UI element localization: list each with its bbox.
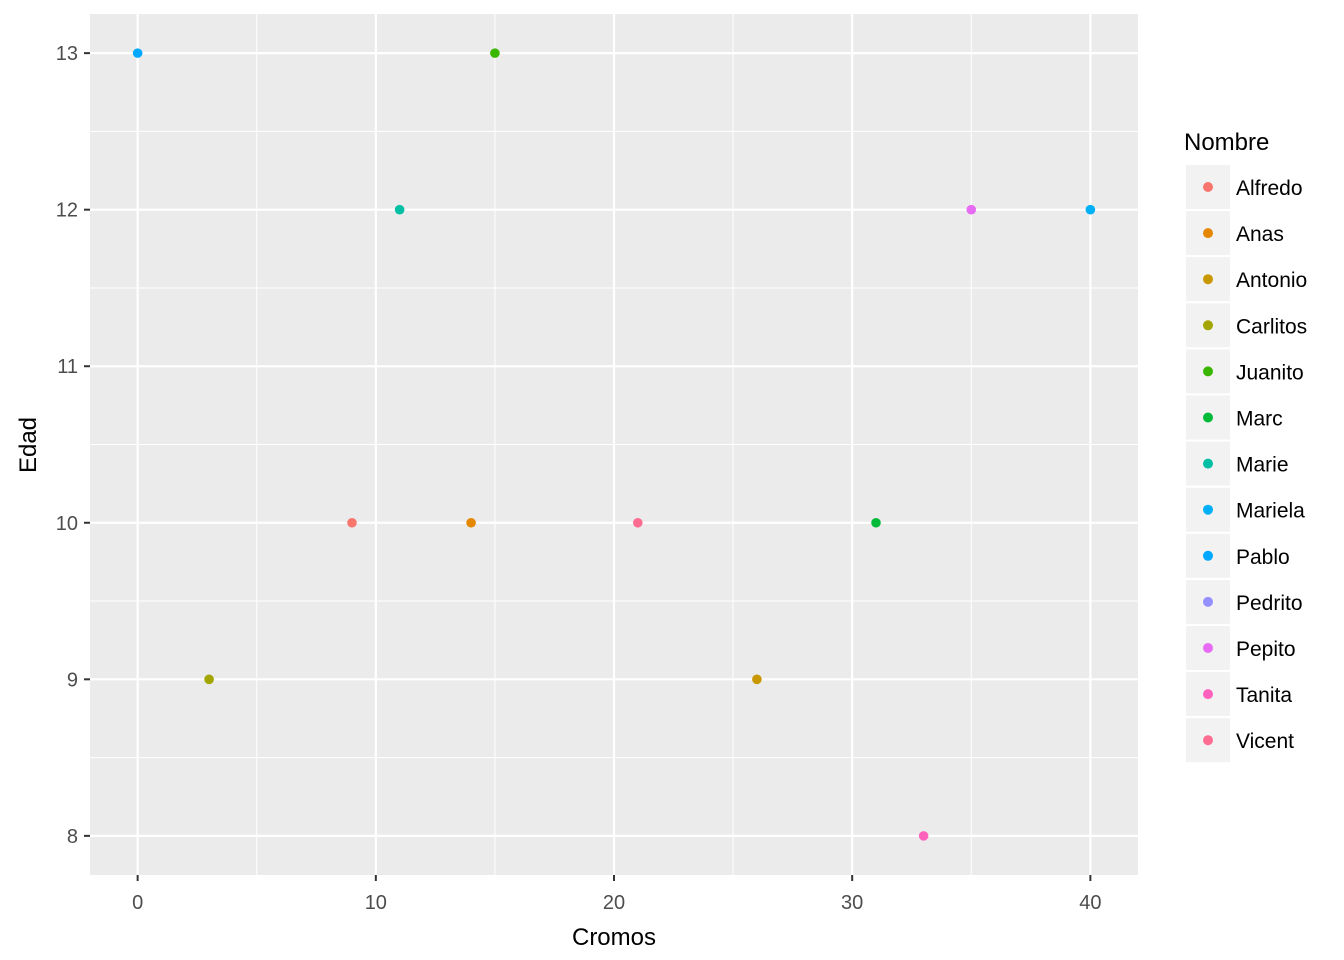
- legend-label-pedrito: Pedrito: [1236, 592, 1303, 615]
- y-tick-label: 13: [56, 43, 78, 65]
- legend-marker-tanita: [1203, 689, 1213, 700]
- legend-label-pepito: Pepito: [1236, 638, 1296, 661]
- x-axis-title: Cromos: [572, 924, 656, 951]
- legend-marker-marc: [1203, 412, 1213, 423]
- data-point-pablo: [132, 48, 143, 58]
- data-points: [132, 48, 1096, 841]
- y-axis: 8 9 10 11 12 13: [56, 43, 90, 848]
- y-axis-title: Edad: [15, 417, 42, 473]
- data-point-antonio: [752, 674, 762, 685]
- legend: Nombre Alfredo Anas Antonio Carlitos Juanito…: [1184, 129, 1307, 763]
- x-tick-label: 10: [365, 892, 387, 914]
- legend-title: Nombre: [1184, 129, 1269, 156]
- legend-marker-juanito: [1203, 366, 1213, 377]
- y-tick-label: 9: [67, 669, 78, 691]
- x-tick-label: 0: [132, 892, 143, 914]
- y-tick-label: 10: [56, 513, 78, 535]
- legend-marker-pedrito: [1203, 596, 1213, 607]
- legend-marker-mariela: [1203, 504, 1213, 515]
- legend-marker-pablo: [1203, 550, 1213, 561]
- legend-marker-pepito: [1203, 643, 1213, 653]
- legend-label-antonio: Antonio: [1236, 269, 1307, 292]
- legend-label-carlitos: Carlitos: [1236, 315, 1307, 338]
- data-point-pepito: [966, 204, 977, 215]
- y-tick-label: 11: [57, 356, 78, 378]
- data-point-vicent: [633, 517, 643, 528]
- data-point-marie: [394, 204, 405, 215]
- legend-marker-antonio: [1203, 274, 1213, 285]
- data-point-mariela: [1085, 204, 1096, 215]
- legend-label-pablo: Pablo: [1236, 546, 1290, 569]
- data-point-tanita: [918, 831, 929, 841]
- legend-label-alfredo: Alfredo: [1236, 177, 1303, 200]
- legend-marker-anas: [1203, 228, 1213, 239]
- legend-marker-alfredo: [1203, 182, 1213, 192]
- data-point-carlitos: [204, 674, 214, 685]
- legend-label-mariela: Mariela: [1236, 500, 1305, 523]
- x-tick-label: 30: [841, 892, 863, 914]
- y-tick-label: 12: [56, 200, 78, 222]
- x-axis: 0 10 20 30 40: [132, 875, 1101, 914]
- data-point-anas: [466, 517, 476, 528]
- data-point-juanito: [490, 48, 500, 58]
- legend-label-vicent: Vicent: [1236, 730, 1294, 753]
- y-tick-label: 8: [67, 826, 78, 848]
- legend-marker-marie: [1203, 458, 1213, 469]
- legend-label-juanito: Juanito: [1236, 361, 1304, 384]
- legend-label-anas: Anas: [1236, 223, 1284, 246]
- x-tick-label: 20: [603, 892, 625, 914]
- legend-label-marie: Marie: [1236, 454, 1289, 477]
- x-tick-label: 40: [1079, 892, 1101, 914]
- data-point-marc: [871, 517, 881, 528]
- legend-label-tanita: Tanita: [1236, 684, 1292, 707]
- legend-marker-carlitos: [1203, 320, 1213, 331]
- legend-label-marc: Marc: [1236, 408, 1283, 431]
- major-grid: [90, 14, 1138, 875]
- legend-marker-vicent: [1203, 735, 1213, 746]
- data-point-alfredo: [347, 517, 357, 528]
